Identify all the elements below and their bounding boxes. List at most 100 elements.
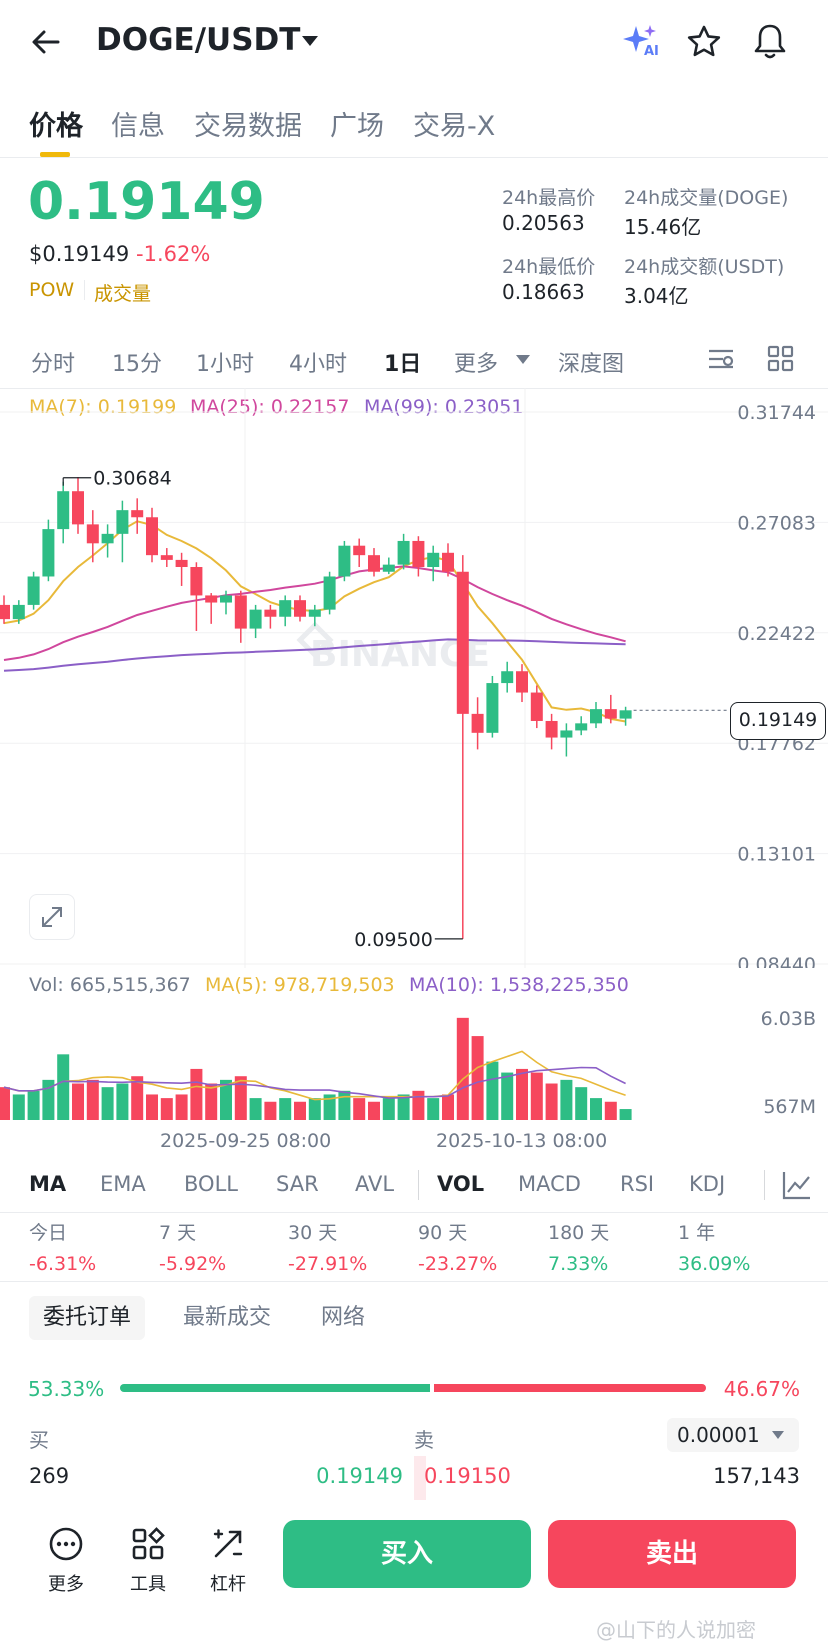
tag-pow[interactable]: POW	[29, 279, 75, 301]
volume-bar	[545, 1083, 558, 1120]
y-axis-label: 0.08440	[737, 954, 816, 968]
ind-sar[interactable]: SAR	[276, 1172, 319, 1196]
ind-ema[interactable]: EMA	[100, 1172, 146, 1196]
orderbook-row[interactable]: 269 0.19149 0.19150 157,143	[0, 1456, 828, 1500]
divider	[0, 1281, 828, 1282]
ind-vol[interactable]: VOL	[437, 1172, 485, 1196]
indicator-settings-icon[interactable]	[780, 1168, 814, 1202]
y-axis-label: 0.13101	[737, 844, 816, 866]
more-button-label[interactable]: 更多	[48, 1574, 84, 1595]
tag-volume[interactable]: 成交量	[94, 283, 152, 305]
candle-body	[382, 564, 395, 572]
ratio-bar-sell	[434, 1384, 706, 1392]
footer-watermark: @山下的人说加密	[596, 1618, 756, 1642]
x-axis-label: 2025-09-25 08:00	[160, 1130, 332, 1152]
volume-bar	[412, 1090, 425, 1120]
vol-doge-label: 24h成交量(DOGE)	[624, 187, 789, 209]
perf-label: 180 天	[548, 1222, 610, 1244]
price-change: -1.62%	[136, 242, 211, 266]
buy-button[interactable]: 买入	[283, 1520, 531, 1588]
tab-price[interactable]: 价格	[29, 111, 83, 142]
candle-body	[205, 595, 218, 603]
tab-latest-trades[interactable]: 最新成交	[183, 1305, 272, 1330]
expand-chart-button[interactable]	[29, 894, 75, 940]
star-icon[interactable]	[686, 24, 722, 60]
volume-bar	[146, 1094, 158, 1120]
ai-assistant-button[interactable]: AI	[620, 22, 664, 62]
tools-icon[interactable]	[130, 1526, 166, 1562]
candle-body	[249, 609, 262, 629]
tf-4h[interactable]: 4小时	[289, 352, 347, 377]
perf-value: -5.92%	[159, 1253, 227, 1275]
tab-trade-x[interactable]: 交易-X	[413, 111, 496, 142]
candle-body	[234, 595, 247, 629]
volume-bar	[175, 1094, 188, 1120]
tab-info[interactable]: 信息	[111, 111, 165, 142]
usd-price: $0.19149	[29, 242, 130, 266]
candle-body	[486, 683, 499, 733]
tab-square[interactable]: 广场	[330, 111, 384, 142]
pair-title[interactable]: DOGE/USDT	[96, 22, 301, 58]
vol-legend: Vol: 665,515,367	[29, 974, 191, 996]
ind-macd[interactable]: MACD	[518, 1172, 581, 1196]
volume-bar	[590, 1098, 602, 1120]
perf-item[interactable]: 1 年 36.09%	[678, 1218, 750, 1275]
candle-body	[442, 552, 454, 572]
ind-kdj[interactable]: KDJ	[689, 1172, 726, 1196]
tf-1h[interactable]: 1小时	[196, 352, 254, 377]
volume-bar	[575, 1087, 588, 1120]
candle-body	[501, 671, 514, 684]
candle-body	[160, 555, 173, 560]
candle-body	[12, 604, 25, 620]
ind-avl[interactable]: AVL	[355, 1172, 395, 1196]
candle-body	[590, 709, 602, 724]
ind-ma[interactable]: MA	[29, 1172, 67, 1196]
candle-body	[0, 604, 10, 620]
high-label: 24h最高价	[502, 187, 596, 209]
perf-item[interactable]: 90 天 -23.27%	[418, 1218, 497, 1275]
perf-item[interactable]: 180 天 7.33%	[548, 1218, 609, 1275]
perf-item[interactable]: 今日 -6.31%	[29, 1218, 96, 1275]
tf-time[interactable]: 分时	[31, 352, 76, 377]
vol-ma10-line	[3, 1066, 626, 1099]
ma25-line	[3, 565, 626, 661]
tab-trade-data[interactable]: 交易数据	[194, 111, 302, 142]
page-tabs: 价格 信息 交易数据 广场 交易-X	[0, 86, 828, 158]
perf-item[interactable]: 7 天 -5.92%	[159, 1218, 226, 1275]
tf-15m[interactable]: 15分	[112, 352, 162, 377]
tf-depth[interactable]: 深度图	[558, 352, 625, 377]
back-arrow-icon[interactable]	[28, 24, 64, 60]
candle-body	[294, 600, 306, 617]
candle-body	[220, 595, 232, 603]
ind-rsi[interactable]: RSI	[620, 1172, 655, 1196]
volume-bar	[57, 1054, 70, 1120]
volume-bar	[86, 1079, 99, 1120]
tf-more[interactable]: 更多	[454, 352, 499, 377]
perf-label: 90 天	[418, 1222, 468, 1244]
grid-layout-icon[interactable]	[766, 344, 796, 374]
candlestick-chart[interactable]: BINANCE 0.317440.270830.224220.177620.13…	[0, 388, 828, 968]
tools-button-label[interactable]: 工具	[130, 1574, 166, 1595]
divider	[0, 388, 828, 389]
candle-body	[560, 730, 573, 738]
ind-boll[interactable]: BOLL	[184, 1172, 238, 1196]
tab-order-book[interactable]: 委托订单	[29, 1296, 146, 1340]
chart-settings-icon[interactable]	[706, 344, 736, 374]
tab-network[interactable]: 网络	[321, 1305, 366, 1330]
last-price: 0.19149	[28, 172, 265, 232]
precision-select[interactable]: 0.00001	[667, 1418, 799, 1452]
leverage-button-label[interactable]: 杠杆	[210, 1574, 246, 1595]
caret-down-icon[interactable]	[515, 354, 531, 366]
divider	[0, 1212, 828, 1213]
caret-down-icon[interactable]	[300, 34, 320, 48]
tf-1d[interactable]: 1日	[384, 352, 422, 377]
volume-bar	[308, 1098, 321, 1120]
leverage-icon[interactable]	[210, 1526, 246, 1562]
perf-item[interactable]: 30 天 -27.91%	[288, 1218, 367, 1275]
sell-button[interactable]: 卖出	[548, 1520, 796, 1588]
volume-bar	[397, 1094, 410, 1120]
more-icon[interactable]	[48, 1526, 84, 1562]
sell-label: 卖	[414, 1428, 434, 1452]
bell-icon[interactable]	[752, 22, 788, 60]
volume-bar	[12, 1094, 25, 1120]
